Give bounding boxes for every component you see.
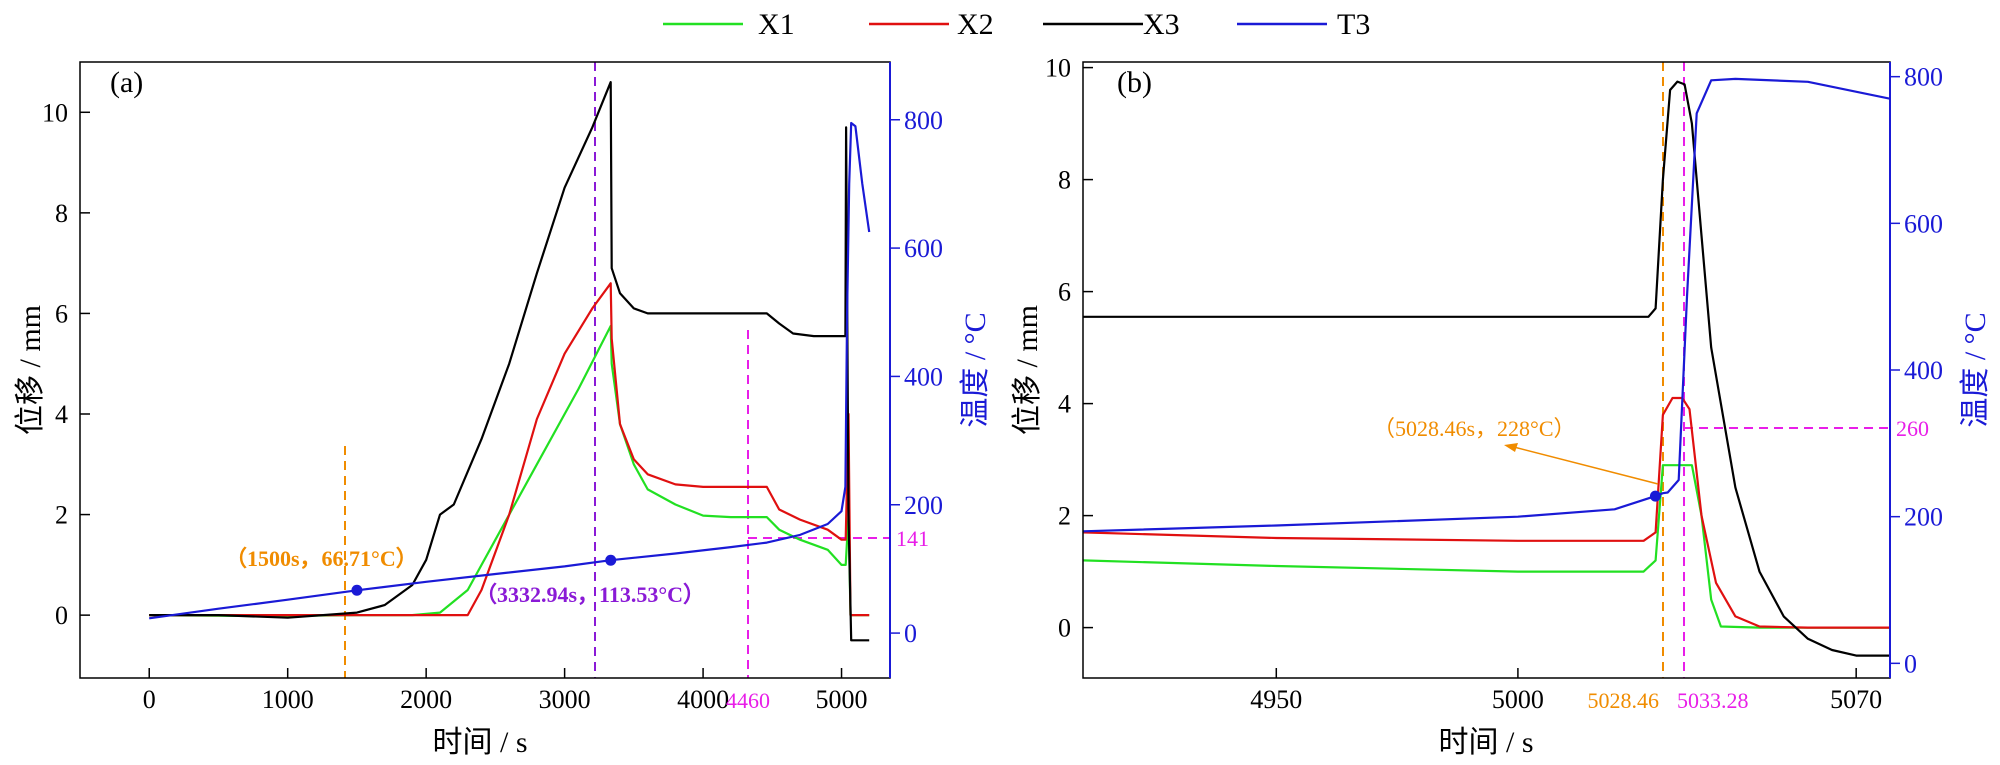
y-tick-label: 10 xyxy=(1045,54,1071,83)
panel-b-frame xyxy=(1082,61,1891,679)
x-tick-label: 5000 xyxy=(816,685,868,714)
legend-label-x1: X1 xyxy=(758,8,795,41)
annotation-arrow-line xyxy=(1509,445,1659,485)
y-tick-label: 2 xyxy=(55,501,68,530)
series-x1-line xyxy=(149,324,870,618)
y-tick-label: 6 xyxy=(1058,278,1071,307)
legend-label-t3: T3 xyxy=(1337,8,1370,41)
panel-b-axes: 4950 5000 5070 0 2 4 6 8 10 0 200 400 600 800 xyxy=(1045,54,1943,714)
series-x1-line xyxy=(1083,464,1890,629)
legend-label-x3: X3 xyxy=(1143,8,1180,41)
annotation-arrow-head xyxy=(1504,443,1518,452)
panel-a: 0 1000 2000 3000 4000 5000 0 2 4 6 8 10 0 200 400 600 80… xyxy=(14,61,992,759)
panel-a-markers xyxy=(351,554,617,596)
y2-tick-label: 200 xyxy=(1904,503,1943,532)
annotation-vline-5028: 5028.46 xyxy=(1588,688,1660,713)
y-tick-label: 8 xyxy=(55,199,68,228)
y2-tick-label: 400 xyxy=(904,362,943,391)
series-t3-line xyxy=(149,121,871,620)
y-tick-label: 6 xyxy=(55,299,68,328)
legend-label-x2: X2 xyxy=(957,8,994,41)
annotation-vline-4460: 4460 xyxy=(726,688,770,713)
x-tick-label: 3000 xyxy=(539,685,591,714)
panel-a-y-title: 位移 / mm xyxy=(14,305,47,435)
y2-tick-label: 0 xyxy=(904,619,917,648)
annotation-point-5028: （5028.46s，228°C） xyxy=(1373,416,1576,441)
y2-tick-label: 600 xyxy=(1904,209,1943,238)
y2-tick-label: 800 xyxy=(1904,63,1943,92)
y-tick-label: 2 xyxy=(1058,502,1071,531)
x-tick-label: 0 xyxy=(143,685,156,714)
x-tick-label: 2000 xyxy=(400,685,452,714)
series-x3-line xyxy=(1083,80,1890,657)
legend: X1 X2 X3 T3 xyxy=(663,8,1370,41)
panel-b-plot xyxy=(1083,62,1890,678)
x-tick-label: 4950 xyxy=(1250,685,1302,714)
panel-b-x-title: 时间 / s xyxy=(1438,726,1533,759)
x-tick-label: 5070 xyxy=(1830,685,1882,714)
series-x2-line xyxy=(149,282,870,617)
y2-tick-label: 400 xyxy=(1904,356,1943,385)
y2-tick-label: 200 xyxy=(904,491,943,520)
panel-a-plot xyxy=(149,62,890,678)
annotation-point-1500: （1500s，66.71°C） xyxy=(225,546,418,571)
panel-b-y-title: 位移 / mm xyxy=(1011,305,1044,435)
panel-b-series xyxy=(1083,77,1890,657)
y2-tick-label: 600 xyxy=(904,234,943,263)
y2-tick-label: 0 xyxy=(1904,649,1917,678)
x-tick-label: 5000 xyxy=(1492,685,1544,714)
marker-point xyxy=(351,584,363,596)
panel-b-y2-title: 温度 / °C xyxy=(1959,312,1992,427)
panel-a-y2-title: 温度 / °C xyxy=(959,312,992,427)
y-tick-label: 0 xyxy=(1058,614,1071,643)
panel-a-axes: 0 1000 2000 3000 4000 5000 0 2 4 6 8 10 0 200 400 600 80… xyxy=(42,98,943,714)
series-x3-line xyxy=(149,80,870,642)
marker-point xyxy=(605,554,617,566)
y-tick-label: 10 xyxy=(42,98,68,127)
panel-b-label: (b) xyxy=(1117,66,1152,99)
panel-a-series xyxy=(149,80,871,642)
panel-b: 4950 5000 5070 0 2 4 6 8 10 0 200 400 600 800 (b) （50… xyxy=(1011,54,1992,759)
x-tick-label: 4000 xyxy=(677,685,729,714)
annotation-vline-5033: 5033.28 xyxy=(1677,688,1749,713)
panel-a-label: (a) xyxy=(110,66,143,99)
annotation-point-3332: （3332.94s，113.53°C） xyxy=(475,582,705,607)
y2-tick-label: 800 xyxy=(904,106,943,135)
y-tick-label: 0 xyxy=(55,601,68,630)
y-tick-label: 4 xyxy=(55,400,68,429)
annotation-hline-260: 260 xyxy=(1896,416,1929,441)
series-t3-line xyxy=(1083,77,1890,533)
panel-a-x-title: 时间 / s xyxy=(432,726,527,759)
y-tick-label: 8 xyxy=(1058,166,1071,195)
x-tick-label: 1000 xyxy=(262,685,314,714)
marker-point xyxy=(1649,490,1661,502)
y-tick-label: 4 xyxy=(1058,390,1071,419)
panel-b-markers xyxy=(1649,490,1661,502)
annotation-hline-141: 141 xyxy=(896,526,929,551)
